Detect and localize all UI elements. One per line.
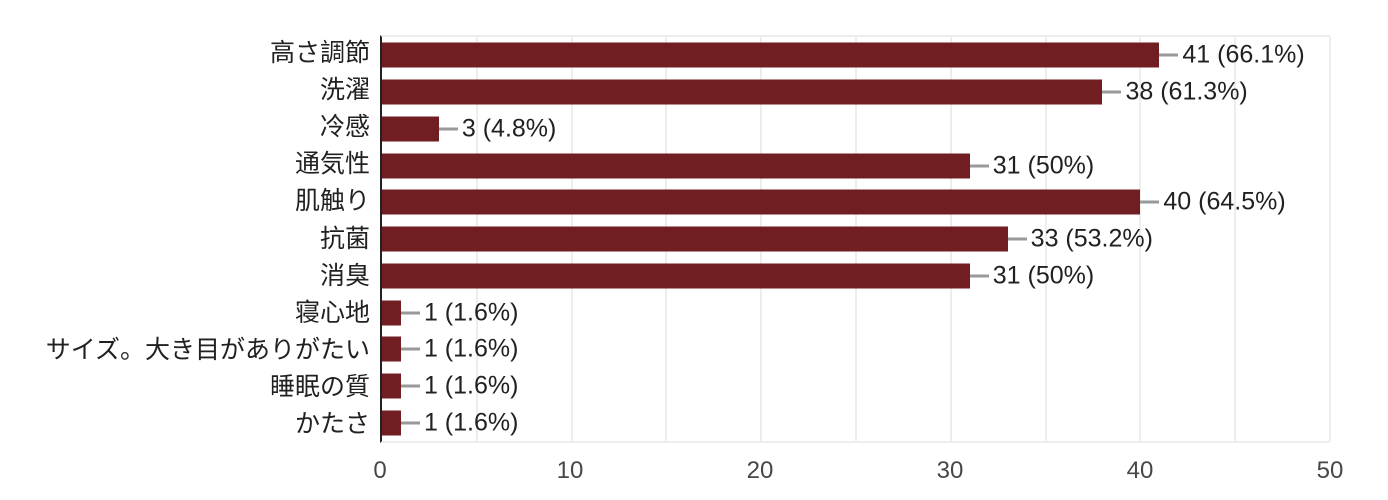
value-label: 33 (53.2%) <box>1030 224 1153 253</box>
annotation-connector-line <box>400 421 420 425</box>
x-axis-tick-label: 30 <box>936 457 964 484</box>
annotation-connector-line <box>438 127 458 131</box>
annotation-connector-line <box>1159 53 1179 57</box>
value-label: 1 (1.6%) <box>423 408 519 437</box>
bar <box>382 79 1103 105</box>
bar-row: 31 (50%) <box>382 147 1330 184</box>
x-axis-tick-label: 50 <box>1316 457 1344 484</box>
bar <box>382 226 1008 252</box>
category-axis: 高さ調節洗濯冷感通気性肌触り抗菌消臭寝心地サイズ。大き目がありがたい睡眠の質かた… <box>0 35 370 443</box>
bar-row: 3 (4.8%) <box>382 110 1330 147</box>
annotation-connector-line <box>1140 200 1160 204</box>
value-annotation: 3 (4.8%) <box>438 114 557 143</box>
bar-row: 1 (1.6%) <box>382 294 1330 331</box>
category-label: 高さ調節 <box>269 39 370 68</box>
bar-row: 38 (61.3%) <box>382 74 1330 111</box>
category-label: 消臭 <box>319 261 370 290</box>
category-label: サイズ。大き目がありがたい <box>45 335 370 364</box>
value-annotation: 41 (66.1%) <box>1159 40 1305 69</box>
value-annotation: 31 (50%) <box>969 151 1095 180</box>
value-label: 40 (64.5%) <box>1163 187 1286 216</box>
value-annotation: 1 (1.6%) <box>400 408 519 437</box>
category-label: 通気性 <box>294 150 370 179</box>
value-label: 31 (50%) <box>992 261 1095 290</box>
x-axis-tick-label: 10 <box>556 457 584 484</box>
category-label: 睡眠の質 <box>269 372 370 401</box>
bar-row: 1 (1.6%) <box>382 368 1330 405</box>
bar <box>382 189 1141 215</box>
category-label: 肌触り <box>294 187 370 216</box>
bar <box>382 116 439 142</box>
bar-row: 40 (64.5%) <box>382 184 1330 221</box>
gridline <box>1234 37 1237 441</box>
value-label: 1 (1.6%) <box>423 334 519 363</box>
category-label: 抗菌 <box>319 224 370 253</box>
value-annotation: 40 (64.5%) <box>1140 187 1286 216</box>
value-label: 41 (66.1%) <box>1182 40 1305 69</box>
x-axis: 0 10 20 30 40 50 <box>373 457 1343 489</box>
category-label: 寝心地 <box>294 298 370 327</box>
bar-row: 31 (50%) <box>382 257 1330 294</box>
value-annotation: 1 (1.6%) <box>400 334 519 363</box>
bar <box>382 373 401 399</box>
bar <box>382 263 970 289</box>
bar-row: 1 (1.6%) <box>382 404 1330 441</box>
annotation-connector-line <box>1102 90 1122 94</box>
bar <box>382 410 401 436</box>
value-label: 31 (50%) <box>992 151 1095 180</box>
bar-row: 33 (53.2%) <box>382 221 1330 258</box>
value-annotation: 31 (50%) <box>969 261 1095 290</box>
bar <box>382 153 970 179</box>
bar <box>382 42 1160 68</box>
value-annotation: 38 (61.3%) <box>1102 77 1248 106</box>
plot-area: 41 (66.1%) 38 (61.3%) 3 (4.8%) 31 (50%) … <box>380 35 1331 443</box>
x-axis-tick-label: 0 <box>373 457 387 484</box>
x-axis-tick-label: 20 <box>746 457 774 484</box>
category-label: 冷感 <box>319 113 370 142</box>
x-axis-tick-label: 40 <box>1126 457 1154 484</box>
gridline <box>1139 37 1142 441</box>
bar <box>382 300 401 325</box>
value-annotation: 1 (1.6%) <box>400 298 519 326</box>
bar-row: 1 (1.6%) <box>382 331 1330 368</box>
annotation-connector-line <box>969 164 989 168</box>
value-label: 38 (61.3%) <box>1125 77 1248 106</box>
annotation-connector-line <box>400 347 420 351</box>
value-label: 1 (1.6%) <box>423 371 519 400</box>
gridline <box>1044 37 1047 441</box>
value-label: 1 (1.6%) <box>423 298 519 326</box>
gridline <box>1329 37 1331 441</box>
bar <box>382 336 401 362</box>
bar-row: 41 (66.1%) <box>382 37 1330 74</box>
value-annotation: 1 (1.6%) <box>400 371 519 400</box>
annotation-connector-line <box>400 384 420 388</box>
bar-rows: 41 (66.1%) 38 (61.3%) 3 (4.8%) 31 (50%) … <box>382 37 1330 441</box>
value-label: 3 (4.8%) <box>461 114 557 143</box>
annotation-connector-line <box>969 274 989 278</box>
value-annotation: 33 (53.2%) <box>1007 224 1153 253</box>
category-label: 洗濯 <box>319 76 370 105</box>
annotation-connector-line <box>400 311 420 314</box>
annotation-connector-line <box>1007 237 1027 241</box>
category-label: かたさ <box>294 409 370 438</box>
